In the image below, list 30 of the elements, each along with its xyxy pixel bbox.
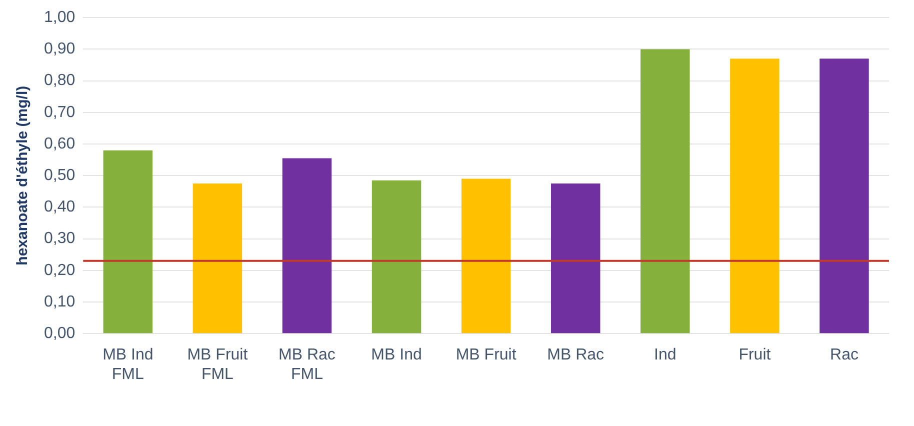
- bar: [461, 178, 511, 334]
- y-tick-label: 0,00: [44, 325, 76, 342]
- y-tick-label: 0,60: [44, 135, 76, 152]
- x-tick-label: MB Fruit: [456, 346, 517, 364]
- bar: [730, 58, 780, 334]
- bar: [372, 180, 422, 334]
- x-tick-label: Rac: [830, 346, 858, 364]
- x-tick-label: MB Ind: [371, 346, 422, 364]
- x-tick-label: MB Fruit FML: [187, 346, 248, 383]
- y-tick-label: 0,40: [44, 198, 76, 216]
- y-tick-label: 0,30: [44, 230, 76, 248]
- x-tick-label: MB Ind FML: [102, 346, 154, 383]
- y-axis-title: hexanoate d'éthyle (mg/l): [14, 86, 32, 266]
- y-tick-label: 0,90: [44, 40, 76, 58]
- bar: [820, 58, 869, 334]
- y-tick-label: 0,10: [44, 293, 76, 310]
- bar: [640, 49, 690, 334]
- y-tick-label: 0,70: [44, 104, 76, 121]
- x-tick-label: MB Rac: [547, 346, 604, 364]
- x-tick-label: Fruit: [738, 346, 772, 364]
- bar: [282, 158, 332, 334]
- bar: [103, 150, 153, 334]
- bar: [550, 184, 600, 334]
- x-tick-label: Ind: [654, 346, 676, 364]
- y-tick-label: 0,50: [44, 167, 76, 184]
- bar: [192, 184, 242, 334]
- x-tick-label: MB Rac FML: [278, 346, 336, 383]
- y-tick-label: 0,80: [44, 72, 76, 90]
- y-tick-label: 0,20: [44, 262, 76, 279]
- y-tick-label: 1,00: [44, 9, 76, 26]
